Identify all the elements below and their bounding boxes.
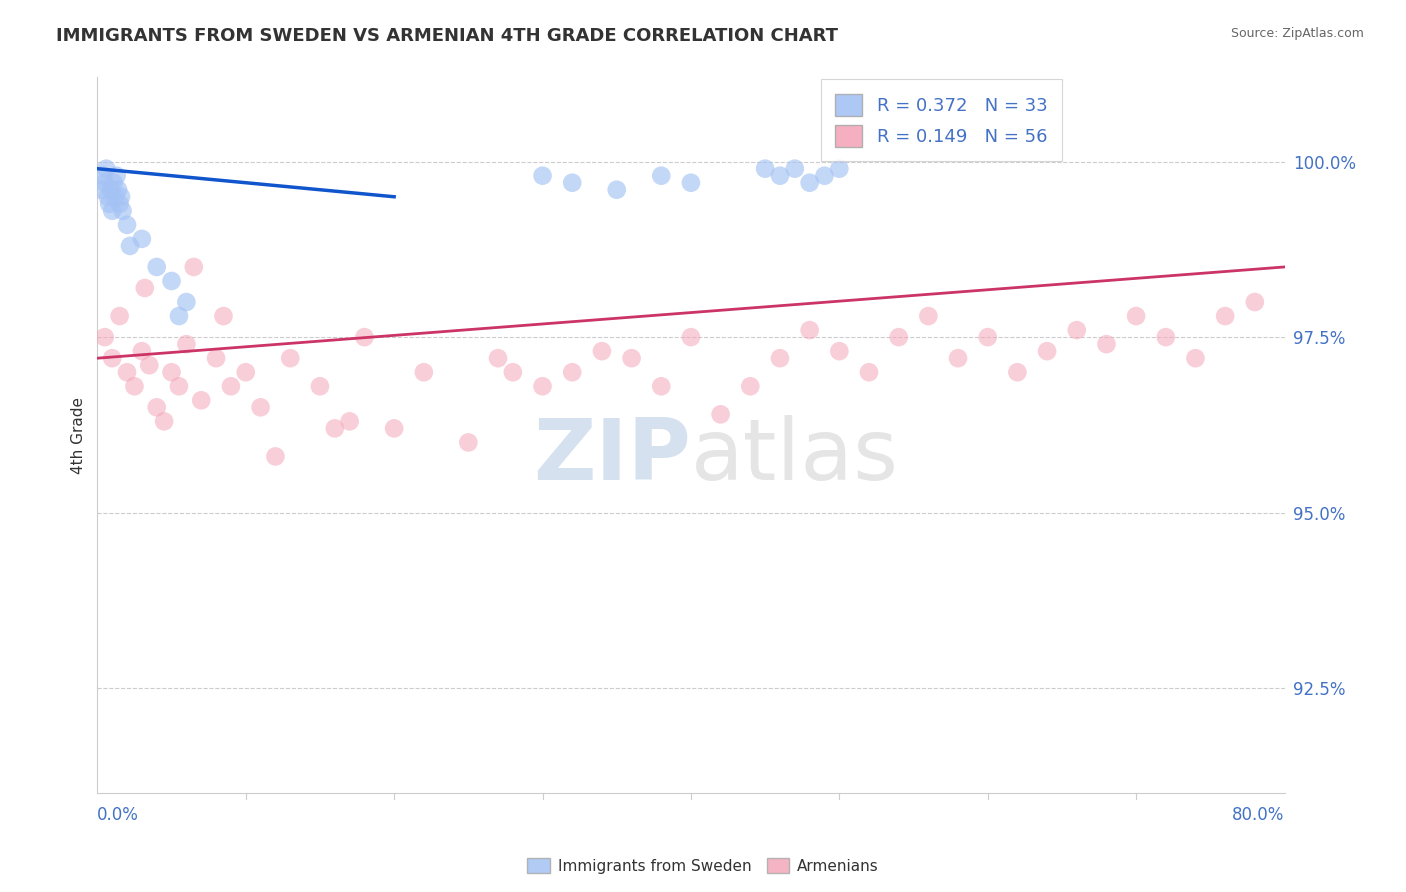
Point	[115, 218, 138, 232]
Point	[858, 365, 880, 379]
Point	[94, 330, 117, 344]
Y-axis label: 4th Grade: 4th Grade	[72, 397, 86, 474]
Text: IMMIGRANTS FROM SWEDEN VS ARMENIAN 4TH GRADE CORRELATION CHART: IMMIGRANTS FROM SWEDEN VS ARMENIAN 4TH G…	[56, 27, 838, 45]
Point	[828, 161, 851, 176]
Point	[90, 183, 112, 197]
Point	[219, 379, 242, 393]
Point	[94, 176, 117, 190]
Point	[100, 183, 122, 197]
Point	[183, 260, 205, 274]
Point	[620, 351, 643, 366]
Point	[1213, 309, 1236, 323]
Point	[103, 176, 125, 190]
Point	[190, 393, 212, 408]
Text: 0.0%: 0.0%	[97, 806, 139, 824]
Legend: R = 0.372   N = 33, R = 0.149   N = 56: R = 0.372 N = 33, R = 0.149 N = 56	[821, 79, 1062, 161]
Point	[176, 337, 198, 351]
Point	[799, 323, 821, 337]
Point	[339, 414, 361, 428]
Point	[108, 196, 131, 211]
Point	[101, 203, 124, 218]
Point	[531, 379, 554, 393]
Point	[769, 351, 792, 366]
Point	[1007, 365, 1029, 379]
Point	[412, 365, 434, 379]
Text: atlas: atlas	[690, 416, 898, 499]
Point	[110, 190, 132, 204]
Text: 80.0%: 80.0%	[1232, 806, 1285, 824]
Point	[769, 169, 792, 183]
Point	[486, 351, 509, 366]
Point	[323, 421, 346, 435]
Point	[104, 190, 127, 204]
Point	[799, 176, 821, 190]
Point	[153, 414, 176, 428]
Point	[98, 196, 121, 211]
Point	[754, 161, 776, 176]
Point	[176, 295, 198, 310]
Point	[160, 365, 183, 379]
Point	[917, 309, 939, 323]
Point	[118, 239, 141, 253]
Point	[710, 408, 733, 422]
Point	[502, 365, 524, 379]
Point	[101, 351, 124, 366]
Point	[679, 176, 702, 190]
Point	[1036, 344, 1059, 359]
Point	[1095, 337, 1118, 351]
Point	[828, 344, 851, 359]
Point	[264, 450, 287, 464]
Point	[946, 351, 969, 366]
Point	[96, 161, 118, 176]
Point	[977, 330, 1000, 344]
Text: Source: ZipAtlas.com: Source: ZipAtlas.com	[1230, 27, 1364, 40]
Point	[679, 330, 702, 344]
Point	[1125, 309, 1147, 323]
Point	[105, 169, 128, 183]
Point	[1184, 351, 1206, 366]
Point	[561, 365, 583, 379]
Point	[249, 401, 271, 415]
Point	[382, 421, 405, 435]
Point	[650, 169, 672, 183]
Point	[107, 183, 129, 197]
Point	[167, 309, 190, 323]
Point	[1154, 330, 1177, 344]
Text: ZIP: ZIP	[533, 416, 690, 499]
Point	[606, 183, 628, 197]
Point	[278, 351, 301, 366]
Point	[1243, 295, 1265, 310]
Point	[235, 365, 257, 379]
Point	[561, 176, 583, 190]
Point	[91, 169, 114, 183]
Point	[124, 379, 146, 393]
Point	[97, 190, 120, 204]
Point	[740, 379, 762, 393]
Point	[111, 203, 134, 218]
Point	[1066, 323, 1088, 337]
Point	[205, 351, 228, 366]
Point	[887, 330, 910, 344]
Point	[650, 379, 672, 393]
Legend: Immigrants from Sweden, Armenians: Immigrants from Sweden, Armenians	[522, 852, 884, 880]
Point	[591, 344, 613, 359]
Point	[309, 379, 332, 393]
Point	[353, 330, 375, 344]
Point	[108, 309, 131, 323]
Point	[131, 232, 153, 246]
Point	[531, 169, 554, 183]
Point	[138, 358, 160, 372]
Point	[134, 281, 156, 295]
Point	[160, 274, 183, 288]
Point	[457, 435, 479, 450]
Point	[813, 169, 835, 183]
Point	[167, 379, 190, 393]
Point	[212, 309, 235, 323]
Point	[115, 365, 138, 379]
Point	[145, 260, 167, 274]
Point	[783, 161, 806, 176]
Point	[145, 401, 167, 415]
Point	[131, 344, 153, 359]
